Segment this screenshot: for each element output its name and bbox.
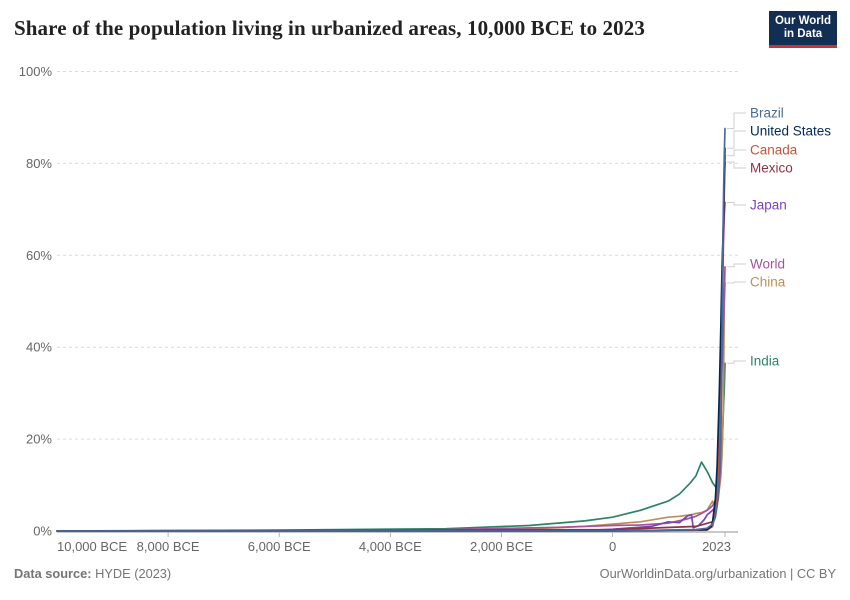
legend-label-united-states[interactable]: United States (750, 124, 831, 139)
data-source-value: HYDE (2023) (91, 566, 172, 581)
y-axis-tick-label: 0% (33, 524, 52, 539)
legend-label-india[interactable]: India (750, 354, 780, 369)
license-link[interactable]: OurWorldinData.org/urbanization | CC BY (599, 566, 836, 581)
x-axis-tick-label: 10,000 BCE (57, 539, 127, 554)
y-axis-tick-label: 100% (19, 64, 53, 79)
legend-leader-line (727, 130, 746, 149)
series-line-japan[interactable] (56, 201, 726, 532)
legend-leader-line (727, 263, 746, 268)
data-source-note: Data source: HYDE (2023) (14, 566, 171, 581)
owid-logo-line1: Our World (774, 15, 831, 27)
series-line-canada[interactable] (56, 154, 726, 532)
x-axis-tick-label: 8,000 BCE (137, 539, 200, 554)
x-axis-tick-label: 2023 (702, 539, 731, 554)
legend-label-canada[interactable]: Canada (750, 143, 798, 158)
legend-leader-line (727, 202, 746, 206)
series-line-india[interactable] (56, 362, 726, 532)
series-line-world[interactable] (56, 265, 726, 532)
y-axis-tick-label: 20% (26, 432, 52, 447)
owid-logo[interactable]: Our World in Data (769, 11, 837, 48)
x-axis-tick-label: 0 (609, 539, 616, 554)
chart-footer: Data source: HYDE (2023) OurWorldinData.… (14, 566, 836, 582)
legend-leader-line (727, 281, 746, 284)
legend-leader-line (727, 360, 746, 364)
legend-label-brazil[interactable]: Brazil (750, 106, 784, 121)
x-axis-tick-label: 6,000 BCE (248, 539, 311, 554)
series-line-mexico[interactable] (56, 161, 726, 532)
chart-title: Share of the population living in urbani… (14, 16, 645, 40)
legend-label-japan[interactable]: Japan (750, 198, 787, 213)
x-axis-tick-label: 4,000 BCE (359, 539, 422, 554)
legend-label-china[interactable]: China (750, 275, 786, 290)
series-line-brazil[interactable] (56, 127, 726, 532)
series-line-china[interactable] (56, 282, 726, 532)
y-axis-tick-label: 40% (26, 340, 52, 355)
legend-leader-line (727, 112, 746, 129)
data-source-label: Data source: (14, 566, 92, 581)
legend-label-world[interactable]: World (750, 257, 785, 272)
legend-leader-line (727, 149, 746, 157)
owid-logo-line2: in Data (783, 28, 823, 40)
series-line-united-states[interactable] (56, 147, 726, 532)
y-axis-tick-label: 60% (26, 248, 52, 263)
legend-leader-line (727, 161, 746, 169)
x-axis-tick-label: 2,000 BCE (470, 539, 533, 554)
legend-label-mexico[interactable]: Mexico (750, 161, 793, 176)
y-axis-tick-label: 80% (26, 156, 52, 171)
